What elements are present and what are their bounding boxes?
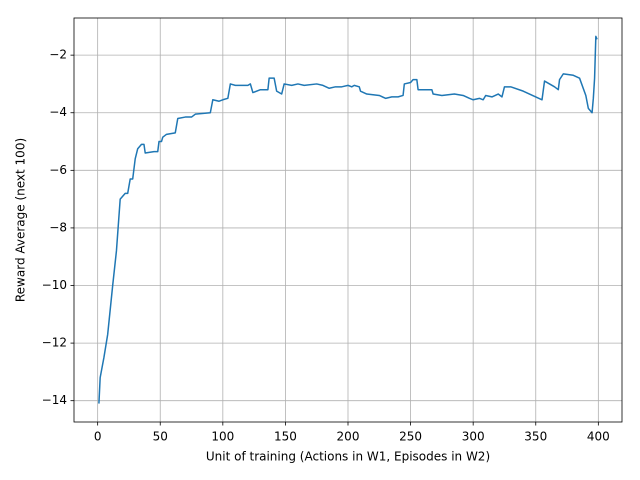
x-tick-label: 250 (399, 430, 422, 444)
x-tick-label: 150 (274, 430, 297, 444)
x-tick-label: 350 (524, 430, 547, 444)
y-tick-label: −14 (42, 393, 67, 407)
y-tick-label: −2 (49, 48, 67, 62)
y-tick-label: −6 (49, 163, 67, 177)
x-tick-label: 100 (211, 430, 234, 444)
x-tick-label: 300 (462, 430, 485, 444)
plot-frame (73, 17, 623, 423)
x-tick-label: 400 (587, 430, 610, 444)
y-tick-label: −4 (49, 105, 67, 119)
y-tick-label: −10 (42, 278, 67, 292)
x-tick-label: 200 (337, 430, 360, 444)
y-axis-label: Reward Average (next 100) (14, 138, 28, 302)
data-line (98, 35, 598, 404)
y-tick-label: −8 (49, 220, 67, 234)
x-tick-label: 50 (153, 430, 168, 444)
y-tick-label: −12 (42, 336, 67, 350)
x-axis-label: Unit of training (Actions in W1, Episode… (206, 450, 490, 464)
x-tick-label: 0 (94, 430, 102, 444)
